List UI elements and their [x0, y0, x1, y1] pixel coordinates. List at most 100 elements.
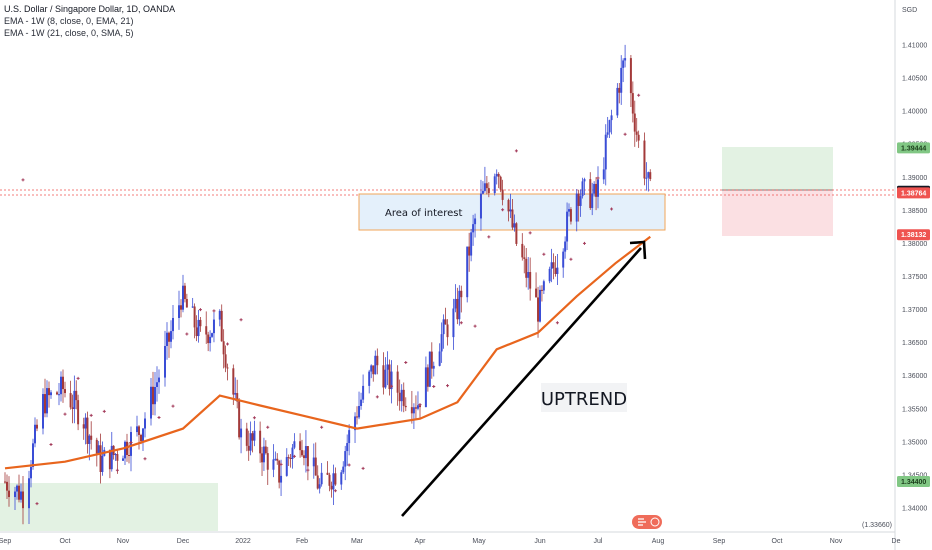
candle	[234, 377, 237, 401]
price-tick-label: 1.36500	[902, 340, 927, 347]
candle	[384, 357, 387, 389]
candle	[14, 486, 16, 510]
candle	[554, 255, 557, 277]
sma-dot	[115, 468, 119, 472]
candle	[481, 181, 484, 195]
price-tag[interactable]: 1.38132	[897, 229, 930, 241]
candle	[312, 443, 315, 479]
candle	[386, 351, 389, 386]
demand-zone[interactable]	[0, 483, 218, 531]
candle	[400, 384, 403, 412]
price-tick-label: 1.34500	[902, 472, 927, 479]
legend-symbol[interactable]: U.S. Dollar / Singapore Dollar, 1D, OAND…	[4, 4, 176, 14]
candle	[306, 445, 309, 481]
price-tag[interactable]: 1.34400	[897, 476, 930, 488]
candle	[616, 83, 619, 118]
candle	[124, 440, 126, 466]
candle	[183, 282, 186, 303]
candle	[340, 469, 343, 490]
candle	[251, 431, 254, 453]
candle	[320, 462, 323, 487]
sma-dot	[404, 360, 408, 364]
sma-dot	[459, 321, 463, 325]
candle	[483, 166, 486, 193]
candle	[468, 232, 471, 272]
candle	[440, 322, 443, 363]
price-tick-label: 1.41000	[902, 43, 927, 50]
candle	[185, 293, 188, 308]
candle	[579, 189, 582, 217]
candle	[291, 444, 294, 469]
price-tag-label: 1.34400	[901, 479, 926, 486]
sma-dot	[292, 454, 296, 458]
legend-ema[interactable]: EMA - 1W (8, close, 0, EMA, 21)	[4, 16, 134, 26]
stop-loss-zone[interactable]	[722, 190, 833, 236]
sma-dots-layer	[21, 93, 641, 506]
candle	[236, 379, 239, 409]
price-tick-label: 1.34000	[902, 506, 927, 513]
candle	[264, 440, 267, 455]
candle	[581, 177, 584, 199]
time-tick-label: 2022	[235, 538, 251, 545]
candle	[328, 472, 331, 492]
sma-dot	[623, 132, 627, 136]
price-tick-label: 1.40500	[902, 76, 927, 83]
candle	[69, 380, 72, 410]
candle	[513, 214, 516, 232]
candle	[360, 392, 363, 410]
take-profit-zone[interactable]	[722, 147, 833, 190]
candle	[195, 315, 198, 342]
sma-dot	[333, 489, 337, 493]
candle	[523, 245, 526, 274]
candle	[34, 417, 36, 448]
candle	[597, 166, 599, 209]
sma-dot	[418, 403, 422, 407]
tradingview-logo[interactable]	[632, 515, 662, 529]
sma-dot	[198, 308, 202, 312]
candle	[122, 455, 124, 461]
legend-sma[interactable]: EMA - 1W (21, close, 0, SMA, 5)	[4, 28, 134, 38]
candle	[608, 119, 611, 139]
time-tick-label: Sep	[713, 538, 726, 545]
candle	[575, 189, 578, 232]
time-tick-label: Apr	[415, 538, 427, 545]
candle	[569, 207, 572, 225]
candle	[199, 316, 202, 332]
uptrend-line[interactable]	[401, 247, 642, 517]
time-tick-label: Jul	[594, 538, 603, 545]
candle	[404, 397, 407, 412]
candle	[108, 449, 111, 479]
time-axis-ticks: Sep Oct Nov Dec 2022 Feb Mar Apr May Jun Jul Aug Sep…	[0, 538, 901, 545]
ema-line[interactable]	[4, 235, 651, 470]
uptrend-label: UPTREND	[541, 389, 627, 410]
candle	[515, 222, 518, 247]
candle	[299, 433, 302, 458]
sma-dot	[157, 416, 161, 420]
candle	[193, 303, 196, 339]
candle	[77, 394, 80, 431]
price-tag[interactable]: 1.38764	[897, 187, 930, 199]
price-tag-label: 1.38132	[901, 232, 926, 239]
candle	[550, 248, 553, 283]
candle	[444, 307, 447, 325]
candle	[495, 169, 498, 185]
sma-dot	[473, 324, 477, 328]
candle	[316, 465, 319, 490]
price-tag[interactable]: 1.39444	[897, 142, 930, 154]
sma-dot	[487, 235, 491, 239]
sma-dot	[76, 376, 80, 380]
candle	[501, 179, 504, 206]
price-tick-label: 1.40000	[902, 109, 927, 116]
price-tag-label: 1.39444	[901, 145, 926, 152]
candle	[637, 130, 640, 148]
chart-legend: U.S. Dollar / Singapore Dollar, 1D, OAND…	[4, 3, 175, 39]
sma-dot	[226, 342, 230, 346]
candle	[274, 451, 277, 461]
candle	[114, 453, 117, 461]
time-tick-label: Oct	[60, 538, 71, 545]
time-tick-label: Sep	[0, 538, 11, 545]
candle	[164, 330, 166, 387]
candle	[36, 419, 38, 432]
